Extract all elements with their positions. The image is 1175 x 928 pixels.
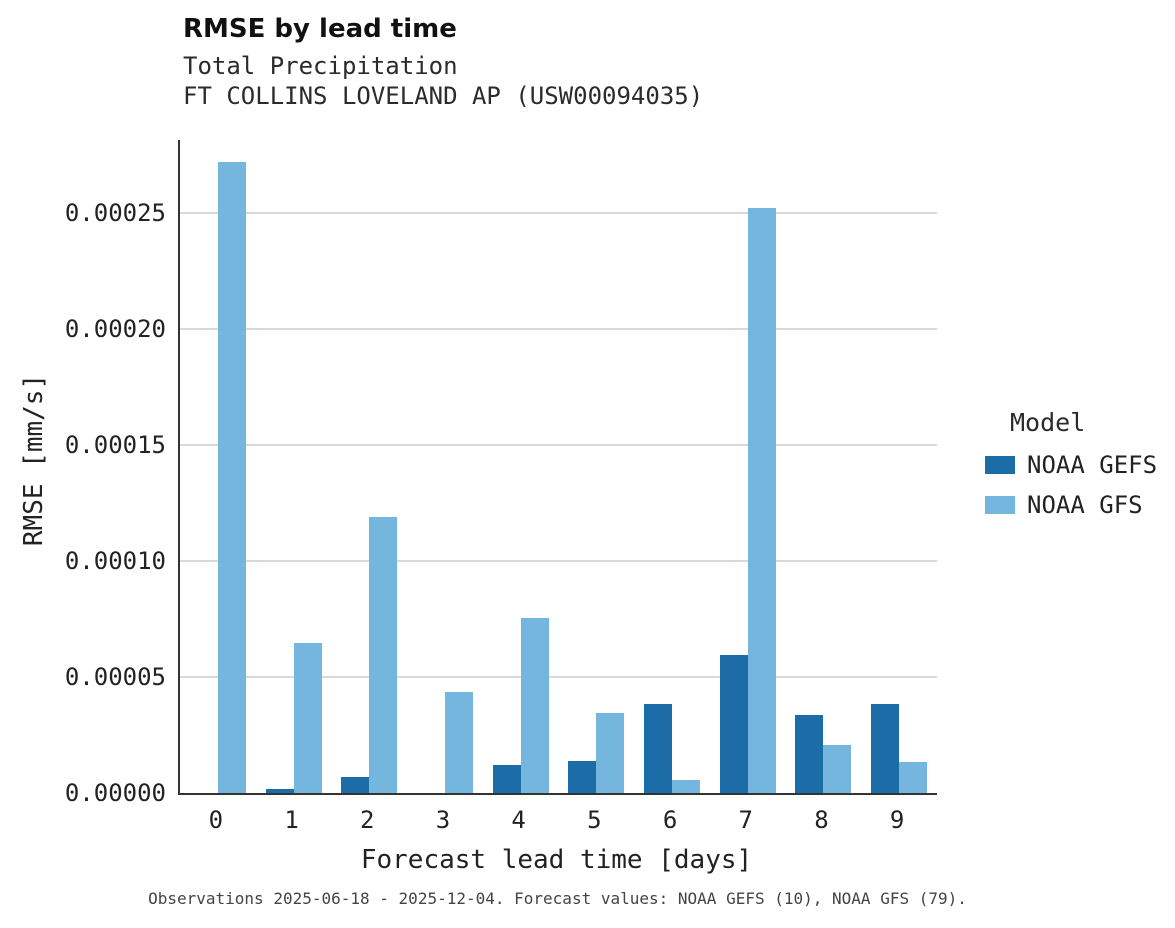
- legend-entry-noaa-gefs: NOAA GEFS: [985, 451, 1170, 479]
- legend-entry-noaa-gfs: NOAA GFS: [985, 491, 1170, 519]
- bar-noaa-gfs-lead-7: [748, 208, 776, 793]
- chart-subtitle-station: FT COLLINS LOVELAND AP (USW00094035): [183, 82, 704, 110]
- y-tick-label: 0.00015: [64, 431, 166, 460]
- bar-noaa-gefs-lead-1: [266, 789, 294, 793]
- gridline: [180, 212, 937, 215]
- x-tick-label: 6: [662, 806, 678, 834]
- x-tick-label: 4: [511, 806, 526, 834]
- bar-noaa-gfs-lead-1: [294, 643, 322, 793]
- gridline: [180, 560, 937, 563]
- x-tick-label: 9: [889, 806, 905, 834]
- bar-noaa-gfs-lead-5: [596, 713, 624, 793]
- bar-noaa-gefs-lead-6: [644, 704, 672, 793]
- bar-noaa-gfs-lead-8: [823, 745, 851, 793]
- legend-label-noaa-gfs: NOAA GFS: [1027, 491, 1143, 519]
- legend-title: Model: [1010, 408, 1086, 437]
- x-tick-label: 3: [435, 806, 451, 834]
- y-tick-label: 0.00025: [64, 199, 166, 228]
- y-tick-label: 0.00005: [64, 663, 166, 691]
- chart-title: RMSE by lead time: [183, 14, 457, 44]
- x-tick-label: 7: [738, 806, 753, 834]
- bar-noaa-gefs-lead-7: [720, 655, 748, 793]
- bar-noaa-gfs-lead-4: [521, 618, 549, 793]
- legend-swatch-noaa-gefs: [985, 456, 1015, 474]
- bar-noaa-gefs-lead-8: [795, 715, 823, 793]
- legend: Model NOAA GEFS NOAA GFS: [985, 408, 1170, 531]
- bar-noaa-gefs-lead-2: [341, 777, 369, 793]
- y-tick-label: 0.00020: [64, 315, 166, 344]
- x-tick-label: 5: [587, 806, 602, 834]
- footer-caption: Observations 2025-06-18 - 2025-12-04. Fo…: [148, 889, 967, 908]
- x-tick-label: 2: [360, 806, 375, 834]
- x-tick-label: 0: [208, 806, 224, 834]
- gridline: [180, 444, 937, 447]
- bar-noaa-gefs-lead-4: [493, 765, 521, 793]
- bar-noaa-gfs-lead-3: [445, 692, 473, 793]
- bar-noaa-gefs-lead-5: [568, 761, 596, 793]
- legend-swatch-noaa-gfs: [985, 496, 1015, 514]
- y-tick-label: 0.00000: [64, 779, 166, 807]
- x-tick-label: 8: [814, 806, 829, 834]
- x-tick-label: 1: [284, 806, 299, 834]
- y-tick-label: 0.00010: [64, 547, 166, 576]
- bar-noaa-gfs-lead-9: [899, 762, 927, 793]
- bar-noaa-gfs-lead-0: [218, 162, 246, 793]
- gridline: [180, 676, 937, 678]
- bar-noaa-gfs-lead-6: [672, 780, 700, 793]
- legend-label-noaa-gefs: NOAA GEFS: [1027, 451, 1158, 479]
- plot-area: [178, 140, 937, 795]
- chart-subtitle-variable: Total Precipitation: [183, 52, 458, 80]
- bar-noaa-gefs-lead-9: [871, 704, 899, 793]
- x-axis-label: Forecast lead time [days]: [360, 845, 753, 875]
- gridline: [180, 328, 937, 331]
- bar-noaa-gfs-lead-2: [369, 517, 397, 793]
